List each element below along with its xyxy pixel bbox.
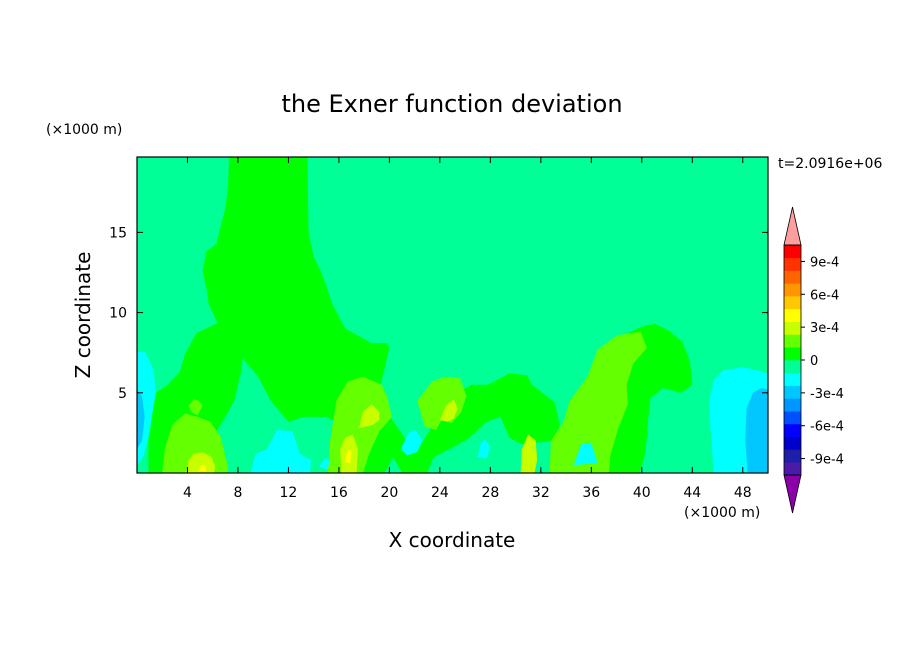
colorbar-arrow-bottom <box>783 474 802 514</box>
contour-region-16 <box>345 450 352 464</box>
contour-region-15 <box>198 465 207 472</box>
colorbar-segment <box>784 257 801 271</box>
colorbar-segment <box>784 334 801 348</box>
contour-region-24 <box>137 389 145 449</box>
plot-frame <box>136 156 769 474</box>
x-tick-label: 4 <box>183 485 192 501</box>
colorbar-segment <box>784 372 801 386</box>
x-tick-label: 44 <box>683 485 701 501</box>
colorbar-segment <box>784 360 801 374</box>
x-tick-label: 24 <box>431 485 449 501</box>
colorbar-segment <box>784 321 801 335</box>
x-tick-label: 40 <box>633 485 651 501</box>
contour-region-21 <box>477 439 491 459</box>
colorbar-label: 9e-4 <box>810 255 839 270</box>
y-axis-ticks: 5 10 15 <box>109 225 768 402</box>
colorbar-label: 3e-4 <box>810 321 839 336</box>
contour-region-13 <box>439 399 458 422</box>
contour-region-18 <box>250 429 312 473</box>
colorbar-segment <box>784 462 801 476</box>
contour-region-20 <box>400 429 423 456</box>
y-tick-label: 5 <box>118 386 127 402</box>
x-tick-label: 16 <box>330 485 348 501</box>
colorbar-label: -9e-4 <box>810 453 844 468</box>
x-tick-label: 20 <box>380 485 398 501</box>
contour-region-25 <box>745 388 768 473</box>
colorbar-segment <box>784 296 801 310</box>
y-axis-label: Z coordinate <box>71 252 95 379</box>
contour-region-9 <box>549 331 647 473</box>
contour-region-2 <box>282 243 295 265</box>
colorbar-segment <box>784 449 801 463</box>
x-tick-label: 12 <box>280 485 298 501</box>
x-tick-label: 32 <box>532 485 550 501</box>
x-tick-label: 36 <box>582 485 600 501</box>
colorbar-label: 0 <box>810 354 818 369</box>
x-tick-label: 48 <box>734 485 752 501</box>
colorbar-label: -6e-4 <box>810 420 844 435</box>
colorbar-segment <box>784 398 801 412</box>
contour-region-19 <box>318 458 331 470</box>
plot-area <box>137 157 768 473</box>
y-unit-label: (×1000 m) <box>46 122 122 138</box>
x-axis-label: X coordinate <box>389 528 516 552</box>
colorbar-segment <box>784 308 801 322</box>
colorbar: -9e-4 -6e-4 -3e-4 0 3e-4 6e-4 9e-4 <box>783 206 844 514</box>
contour-region-14 <box>520 434 538 473</box>
contour-region-22 <box>573 442 598 465</box>
colorbar-segment <box>784 245 801 259</box>
x-tick-label: 8 <box>233 485 242 501</box>
contour-region-1 <box>202 157 560 473</box>
colorbar-segment <box>784 423 801 437</box>
contour-region-12 <box>359 404 380 429</box>
colorbar-label: -3e-4 <box>810 387 844 402</box>
y-tick-label: 10 <box>109 306 127 322</box>
x-unit-label: (×1000 m) <box>684 505 760 521</box>
colorbar-label: 6e-4 <box>810 288 839 303</box>
colorbar-segment <box>784 411 801 425</box>
colorbar-segment <box>784 385 801 399</box>
colorbar-segment <box>784 283 801 297</box>
y-tick-label: 15 <box>109 225 127 241</box>
chart-title: the Exner function deviation <box>281 90 622 118</box>
colorbar-segment <box>784 270 801 284</box>
colorbar-segment <box>784 436 801 450</box>
contour-regions <box>137 157 768 473</box>
contour-region-6 <box>188 399 203 416</box>
contour-region-10 <box>186 452 216 473</box>
colorbar-arrow-top <box>783 206 802 246</box>
time-label: t=2.0916e+06 <box>778 156 882 172</box>
x-tick-label: 28 <box>481 485 499 501</box>
colorbar-segment <box>784 347 801 361</box>
x-axis-ticks: 4 8 12 16 20 24 28 32 36 40 44 48 <box>183 157 752 501</box>
